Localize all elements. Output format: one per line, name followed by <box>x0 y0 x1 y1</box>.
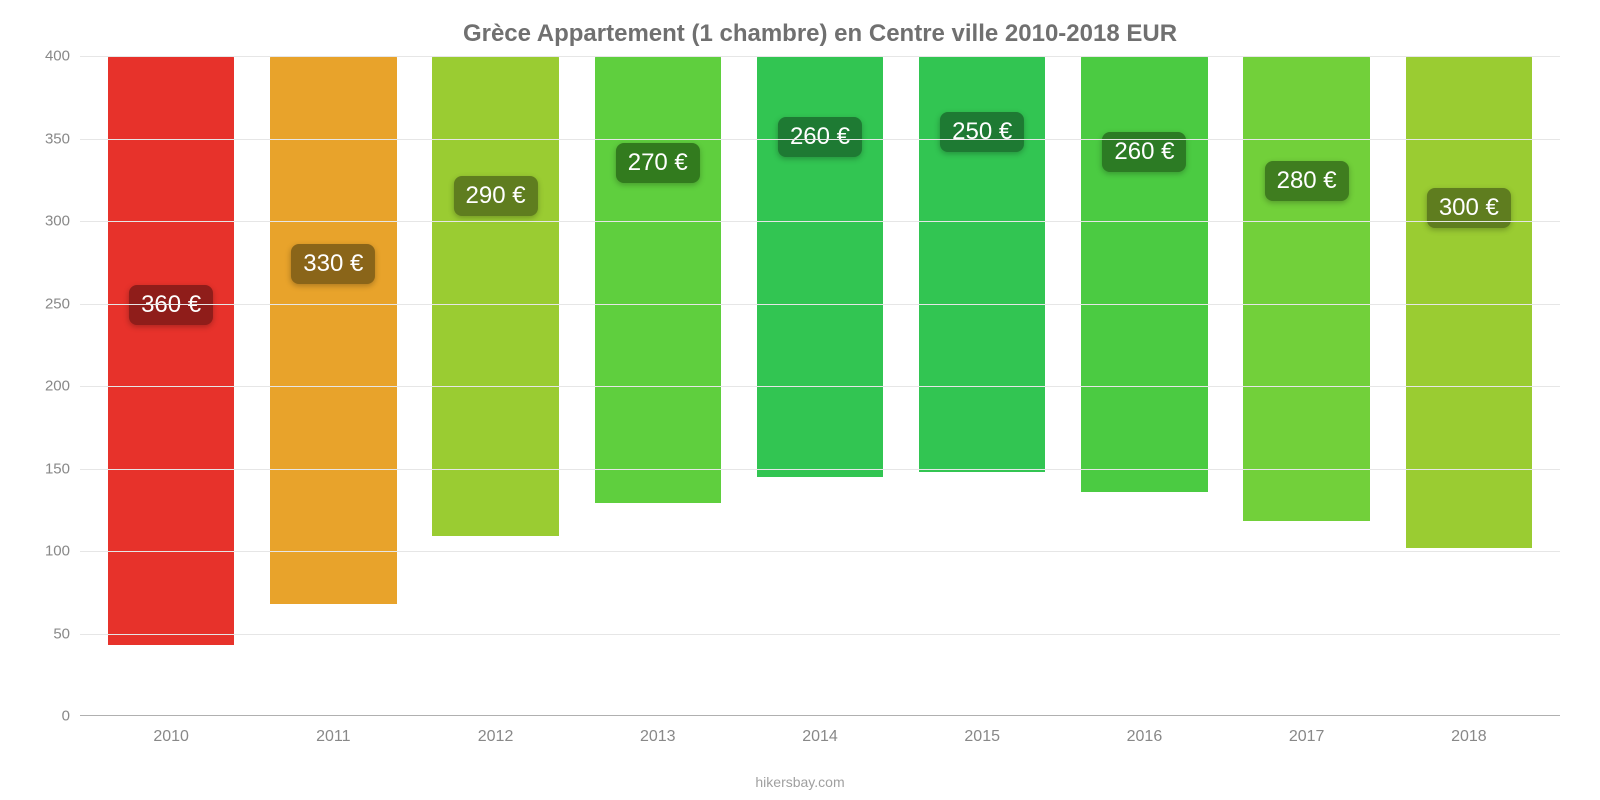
y-tick-label: 150 <box>45 460 80 477</box>
bar: 300 € <box>1406 56 1533 548</box>
y-tick-label: 0 <box>62 708 80 725</box>
x-tick-label: 2018 <box>1451 716 1487 746</box>
chart-footer: hikersbay.com <box>0 774 1600 790</box>
value-badge: 330 € <box>291 244 375 284</box>
y-tick-label: 50 <box>53 625 80 642</box>
grid-line <box>80 551 1560 552</box>
value-badge: 290 € <box>454 176 538 216</box>
x-tick-label: 2017 <box>1289 716 1325 746</box>
bar-chart: Grèce Appartement (1 chambre) en Centre … <box>0 0 1600 800</box>
y-tick-label: 200 <box>45 378 80 395</box>
x-tick-label: 2010 <box>153 716 189 746</box>
bar: 270 € <box>595 56 722 503</box>
grid-line <box>80 469 1560 470</box>
bar: 360 € <box>108 56 235 645</box>
x-tick-label: 2014 <box>802 716 838 746</box>
grid-line <box>80 56 1560 57</box>
y-tick-label: 300 <box>45 213 80 230</box>
x-tick-label: 2016 <box>1127 716 1163 746</box>
grid-line <box>80 221 1560 222</box>
grid-line <box>80 304 1560 305</box>
x-tick-label: 2015 <box>964 716 1000 746</box>
bar: 290 € <box>432 56 559 536</box>
y-tick-label: 250 <box>45 295 80 312</box>
chart-title: Grèce Appartement (1 chambre) en Centre … <box>80 20 1560 48</box>
grid-line <box>80 139 1560 140</box>
x-tick-label: 2013 <box>640 716 676 746</box>
value-badge: 270 € <box>616 143 700 183</box>
value-badge: 360 € <box>129 285 213 325</box>
y-tick-label: 100 <box>45 543 80 560</box>
y-tick-label: 350 <box>45 130 80 147</box>
bar: 250 € <box>919 56 1046 472</box>
grid-line <box>80 634 1560 635</box>
y-tick-label: 400 <box>45 48 80 65</box>
x-tick-label: 2012 <box>478 716 514 746</box>
value-badge: 250 € <box>940 112 1024 152</box>
bar: 280 € <box>1243 56 1370 521</box>
x-tick-label: 2011 <box>316 716 350 746</box>
value-badge: 260 € <box>778 117 862 157</box>
value-badge: 280 € <box>1265 161 1349 201</box>
plot-area: 360 €2010330 €2011290 €2012270 €2013260 … <box>80 56 1560 716</box>
bar: 260 € <box>757 56 884 477</box>
bar: 260 € <box>1081 56 1208 492</box>
grid-line <box>80 386 1560 387</box>
